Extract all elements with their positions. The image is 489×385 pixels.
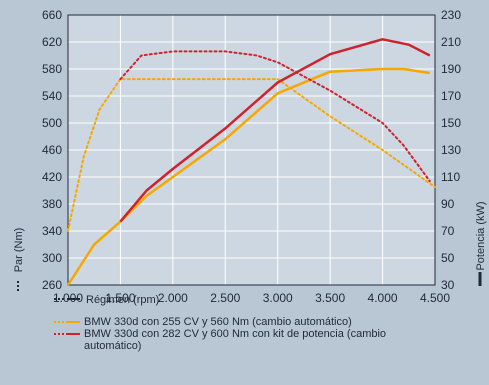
series-1-power-line xyxy=(119,38,431,223)
y-left-tick-label: 380 xyxy=(42,197,62,211)
y-right-tick-label: 90 xyxy=(441,197,455,211)
y-right-tick-label: 30 xyxy=(441,278,455,292)
y-right-tick-label: 130 xyxy=(441,143,461,157)
x-tick-label: 2.500 xyxy=(210,291,240,305)
y-right-tick-label: 110 xyxy=(441,170,460,184)
series-0-torque-line xyxy=(67,78,436,232)
legend-entry-330d-282cv: BMW 330d con 282 CV y 600 Nm con kit de … xyxy=(54,328,404,352)
legend-swatch-red xyxy=(54,328,80,340)
legend-swatch-orange xyxy=(54,316,80,328)
y-right-tick-label: 70 xyxy=(441,224,455,238)
y-left-tick-label: 580 xyxy=(42,62,62,76)
y-left-tick-label: 340 xyxy=(42,224,62,238)
legend-label: BMW 330d con 282 CV y 600 Nm con kit de … xyxy=(84,328,387,352)
x-axis-label: Régimen (rpm) xyxy=(86,294,159,306)
legend-entry-330d-255cv: BMW 330d con 255 CV y 560 Nm (cambio aut… xyxy=(54,316,404,328)
y-right-tick-label: 190 xyxy=(441,62,461,76)
y-right-tick-label: 210 xyxy=(441,35,461,49)
y-left-tick-label: 540 xyxy=(42,89,62,103)
series-0-power-line xyxy=(66,67,430,286)
x-tick-label: 1.500 xyxy=(105,291,135,305)
series-1-torque-line xyxy=(119,50,431,183)
x-tick-label: 4.000 xyxy=(368,291,398,305)
y-right-tick-label: 170 xyxy=(441,89,461,103)
y-left-tick-label: 660 xyxy=(42,8,62,22)
y-left-tick-label: 420 xyxy=(42,170,62,184)
x-tick-label: 3.000 xyxy=(263,291,293,305)
y-right-tick-label: 150 xyxy=(441,116,461,130)
y-right-tick-label: 50 xyxy=(441,251,455,265)
y-left-tick-label: 500 xyxy=(42,116,62,130)
x-tick-label: 4.500 xyxy=(420,291,450,305)
y-right-tick-label: 230 xyxy=(441,8,461,22)
x-tick-label: 3.500 xyxy=(315,291,345,305)
y-left-tick-label: 620 xyxy=(42,35,62,49)
y-right-axis-label: Potencia (kW) xyxy=(475,201,487,270)
y-left-tick-label: 460 xyxy=(42,143,62,157)
legend-label: BMW 330d con 255 CV y 560 Nm (cambio aut… xyxy=(84,316,352,328)
y-left-axis-label: Par (Nm) xyxy=(13,228,25,273)
plot-border xyxy=(67,14,436,286)
y-left-tick-label: 260 xyxy=(42,278,62,292)
y-left-tick-label: 300 xyxy=(42,251,62,265)
x-tick-label: 2.000 xyxy=(158,291,188,305)
